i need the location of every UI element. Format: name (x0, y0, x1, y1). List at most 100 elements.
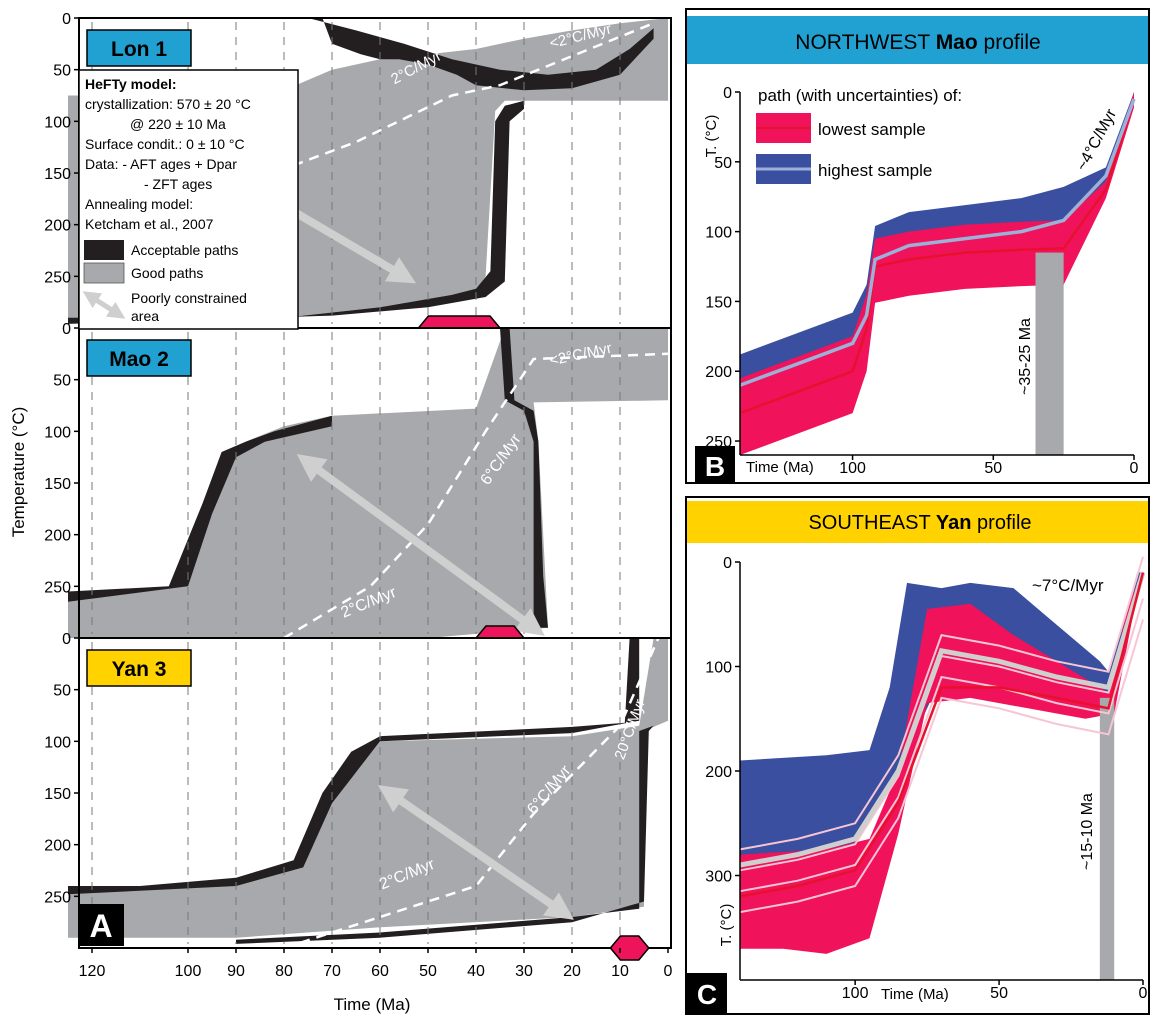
y-tick-label: 150 (44, 476, 71, 493)
sample-badge (86, 339, 192, 377)
panel-b-letter: B (695, 446, 735, 484)
x-tick-label: 50 (419, 963, 437, 980)
legend-line-1: crystallization: 570 ± 20 °C (85, 96, 251, 112)
panel-b-header (687, 16, 1148, 64)
y-tick-label: 200 (705, 364, 732, 381)
legend-line-5: - ZFT ages (144, 176, 212, 192)
legend-line-3: Surface condit.: 0 ± 10 °C (85, 136, 245, 152)
y-tick-label: 0 (62, 321, 71, 338)
y-tick-label: 0 (62, 11, 71, 28)
legend-line-6: Annealing model: (85, 196, 193, 212)
legend-title: HeFTy model: (85, 76, 177, 92)
y-tick-label: 200 (44, 528, 71, 545)
sample-badge (86, 29, 192, 67)
y-tick-label: 0 (723, 555, 732, 572)
panel-b-xlabel: Time (Ma) (746, 459, 814, 476)
panel-c-letter: C (687, 973, 727, 1013)
lowest-sample-envelope (740, 92, 1134, 455)
time-constraint-hexagon (609, 935, 650, 961)
uncertainty-line (739, 556, 1144, 851)
panel-a-xlabel: Time (Ma) (334, 995, 411, 1014)
panel-b-ylabel: T. (°C) (703, 115, 720, 158)
y-tick-label: 250 (44, 889, 71, 906)
x-tick-label: 40 (467, 963, 485, 980)
y-tick-label: 200 (705, 764, 732, 781)
y-tick-label: 200 (44, 218, 71, 235)
sample-badge (86, 649, 192, 687)
subpanel-yan-3: 20°C/Myr6°C/Myr2°C/Myr050100150200250Yan… (44, 631, 672, 961)
x-tick-label: 60 (371, 963, 389, 980)
x-tick-label: 30 (515, 963, 533, 980)
legend-line-7: Ketcham et al., 2007 (85, 216, 214, 232)
panel-c-header (687, 501, 1148, 543)
y-tick-label: 300 (705, 869, 732, 886)
acceptable-paths-area (293, 18, 654, 91)
svg-text:C: C (697, 979, 717, 1010)
y-tick-label: 0 (62, 631, 71, 648)
y-tick-label: 250 (44, 269, 71, 286)
panel-b-legend-highest: highest sample (818, 161, 932, 180)
x-tick-label: 120 (79, 963, 106, 980)
legend-good-label: Good paths (131, 265, 203, 281)
panel-a-x-ticks: 120 100 90 80 70 60 50 40 30 20 10 0 (79, 948, 673, 980)
time-band (1035, 252, 1064, 455)
panel-a-ylabel: Temperature (°C) (9, 407, 28, 538)
x-tick-label: 100 (175, 963, 202, 980)
legend-poorly-arrow-icon (82, 291, 126, 319)
y-tick-label: 100 (705, 660, 732, 677)
panel-b-title: NORTHWEST Mao profile (795, 31, 1040, 54)
panel-c-xlabel: Time (Ma) (881, 986, 949, 1003)
best-fit-model-line (245, 22, 655, 185)
y-tick-label: 50 (53, 373, 71, 390)
y-tick-label: 150 (44, 166, 71, 183)
y-tick-label: 200 (44, 838, 71, 855)
x-tick-label: 0 (664, 963, 673, 980)
panel-c: SOUTHEAST Yan profile 0 100 200 300 100 50 0 T… (685, 496, 1150, 1015)
uncertainty-line (739, 619, 1144, 914)
acceptable-paths-area (68, 638, 640, 895)
y-tick-label: 100 (44, 114, 71, 131)
subpanel-mao-2: <2°C/Myr6°C/Myr2°C/Myr050100150200250Mao… (44, 321, 672, 651)
panel-c-title: SOUTHEAST Yan profile (808, 512, 1031, 534)
highest-sample-line (739, 571, 1146, 868)
y-tick-label: 0 (723, 85, 732, 102)
sample-name: Lon 1 (111, 38, 167, 61)
uncertainty-line (739, 598, 1144, 893)
sample-name: Mao 2 (109, 348, 169, 371)
highest-sample-line (739, 98, 1136, 387)
y-tick-label: 250 (44, 579, 71, 596)
y-tick-label: 50 (53, 683, 71, 700)
x-tick-label: 100 (842, 985, 869, 1002)
x-tick-label: 10 (611, 963, 629, 980)
panel-c-band-label: ~15-10 Ma (1079, 793, 1096, 870)
x-tick-label: 50 (984, 460, 1002, 477)
poorly-constrained-arrow-icon (378, 785, 574, 920)
x-tick-label: 80 (275, 963, 293, 980)
panel-c-rate-label: ~7°C/Myr (1032, 576, 1104, 595)
lowest-sample-line (739, 572, 1145, 898)
legend-acceptable-label: Acceptable paths (131, 242, 238, 258)
svg-text:A: A (89, 908, 112, 944)
y-tick-label: 50 (53, 63, 71, 80)
time-band (1099, 697, 1115, 980)
legend-swatch-acceptable (84, 240, 124, 260)
legend-poorly-label-1: Poorly constrained (131, 290, 247, 306)
y-tick-label: 100 (44, 424, 71, 441)
y-tick-label: 100 (44, 734, 71, 751)
legend-line-4: Data: - AFT ages + Dpar (85, 156, 237, 172)
x-tick-label: 20 (563, 963, 581, 980)
y-tick-label: 100 (705, 225, 732, 242)
highest-sample-envelope (740, 572, 1143, 865)
lowest-sample-line (739, 98, 1136, 415)
panel-b-legend-title: path (with uncertainties) of: (758, 86, 962, 105)
sample-name: Yan 3 (112, 658, 167, 681)
panel-b-band-label: ~35-25 Ma (1017, 318, 1034, 395)
legend-line-2: @ 220 ± 10 Ma (130, 116, 226, 132)
legend-poorly-label-2: area (131, 308, 159, 324)
x-tick-label: 0 (1139, 985, 1148, 1002)
y-tick-label: 150 (705, 294, 732, 311)
y-tick-label: 150 (44, 786, 71, 803)
x-tick-label: 100 (839, 460, 866, 477)
